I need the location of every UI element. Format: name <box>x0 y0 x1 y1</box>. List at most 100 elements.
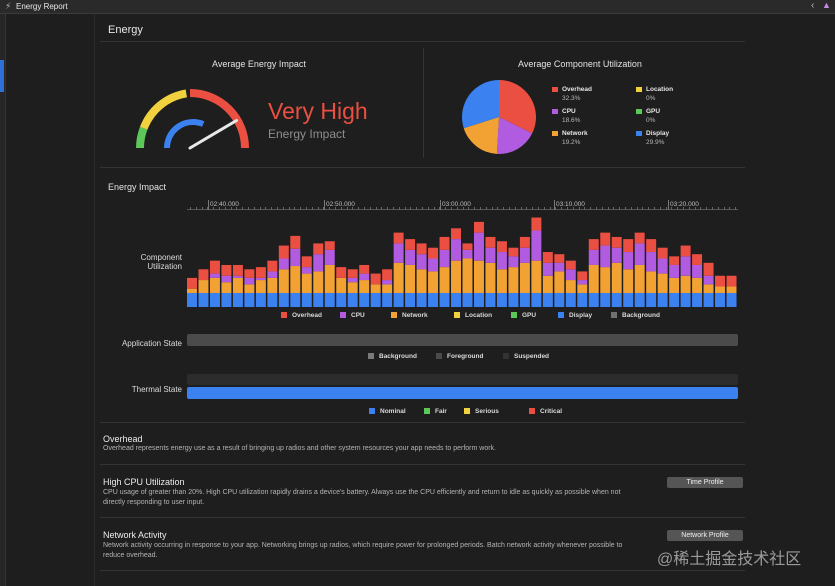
bar-segment-display[interactable] <box>232 292 243 307</box>
bar-segment-display[interactable] <box>715 292 726 307</box>
bar-segment-network[interactable] <box>508 267 519 293</box>
bar-segment-overhead[interactable] <box>313 243 324 255</box>
bar-segment-cpu[interactable] <box>669 264 680 278</box>
bar-segment-display[interactable] <box>301 292 312 307</box>
bar-segment-network[interactable] <box>703 284 714 293</box>
bar-segment-network[interactable] <box>255 280 266 293</box>
bar-segment-overhead[interactable] <box>726 275 737 287</box>
bar-segment-overhead[interactable] <box>382 269 393 281</box>
bar-segment-cpu[interactable] <box>496 252 507 270</box>
bar-segment-network[interactable] <box>278 269 289 293</box>
bar-segment-display[interactable] <box>462 292 473 307</box>
bar-segment-network[interactable] <box>347 282 358 293</box>
bar-segment-cpu[interactable] <box>623 252 634 270</box>
bar-segment-cpu[interactable] <box>646 252 657 272</box>
bar-segment-display[interactable] <box>278 292 289 307</box>
bar-segment-overhead[interactable] <box>634 232 645 244</box>
bar-segment-cpu[interactable] <box>634 243 645 265</box>
bar-segment-overhead[interactable] <box>290 235 301 249</box>
bar-segment-overhead[interactable] <box>519 236 530 248</box>
bar-segment-cpu[interactable] <box>531 230 542 261</box>
bar-segment-overhead[interactable] <box>496 241 507 253</box>
bar-segment-network[interactable] <box>187 288 197 293</box>
bar-segment-overhead[interactable] <box>715 275 726 287</box>
bar-segment-overhead[interactable] <box>244 269 255 278</box>
bar-segment-display[interactable] <box>554 292 565 307</box>
bar-segment-network[interactable] <box>267 277 278 293</box>
bar-segment-display[interactable] <box>669 292 680 307</box>
bar-segment-display[interactable] <box>496 292 507 307</box>
bar-segment-display[interactable] <box>473 292 484 307</box>
bar-segment-network[interactable] <box>646 271 657 293</box>
bar-segment-overhead[interactable] <box>473 221 484 233</box>
bar-segment-cpu[interactable] <box>301 267 312 274</box>
bar-segment-display[interactable] <box>187 292 197 307</box>
bar-segment-overhead[interactable] <box>324 241 335 250</box>
bar-segment-overhead[interactable] <box>198 269 209 281</box>
pie-slice-cpu[interactable] <box>496 117 533 154</box>
bar-segment-cpu[interactable] <box>244 277 255 285</box>
bar-segment-display[interactable] <box>623 292 634 307</box>
bar-segment-overhead[interactable] <box>542 252 553 263</box>
bar-segment-network[interactable] <box>336 277 347 293</box>
bar-segment-cpu[interactable] <box>508 256 519 268</box>
bar-segment-overhead[interactable] <box>485 236 496 248</box>
bar-segment-display[interactable] <box>451 292 461 307</box>
bar-segment-overhead[interactable] <box>405 239 416 250</box>
bar-segment-overhead[interactable] <box>255 267 266 278</box>
bar-segment-network[interactable] <box>496 269 507 293</box>
bar-segment-overhead[interactable] <box>209 260 220 274</box>
bar-segment-network[interactable] <box>405 264 416 293</box>
bar-segment-display[interactable] <box>336 292 347 307</box>
bar-segment-display[interactable] <box>382 292 393 307</box>
bar-segment-network[interactable] <box>531 260 542 293</box>
bar-segment-display[interactable] <box>646 292 657 307</box>
bar-segment-cpu[interactable] <box>680 256 691 276</box>
bar-segment-overhead[interactable] <box>451 228 461 240</box>
bar-segment-overhead[interactable] <box>336 267 347 278</box>
bar-segment-network[interactable] <box>692 277 703 293</box>
bar-segment-display[interactable] <box>588 292 599 307</box>
pie-slice-overhead[interactable] <box>499 80 537 134</box>
bar-segment-display[interactable] <box>359 292 370 307</box>
bar-segment-network[interactable] <box>634 264 645 293</box>
bar-segment-cpu[interactable] <box>428 258 439 272</box>
bar-segment-display[interactable] <box>209 292 220 307</box>
bar-segment-network[interactable] <box>600 267 611 293</box>
bar-segment-cpu[interactable] <box>462 249 473 259</box>
bar-segment-display[interactable] <box>428 292 439 307</box>
bar-segment-network[interactable] <box>657 273 668 293</box>
bar-segment-overhead[interactable] <box>623 239 634 253</box>
time-profile-button[interactable]: Time Profile <box>667 477 743 488</box>
bar-segment-display[interactable] <box>531 292 542 307</box>
bar-segment-display[interactable] <box>370 292 381 307</box>
bar-segment-overhead[interactable] <box>703 262 714 276</box>
thermal-state-track[interactable] <box>187 387 738 399</box>
bar-segment-network[interactable] <box>198 280 209 293</box>
bar-segment-cpu[interactable] <box>657 258 668 274</box>
bar-segment-network[interactable] <box>290 266 301 293</box>
bar-segment-overhead[interactable] <box>278 245 289 259</box>
pie-slice-display[interactable] <box>462 80 499 129</box>
bar-segment-cpu[interactable] <box>393 243 404 263</box>
bar-segment-cpu[interactable] <box>692 264 703 278</box>
bar-segment-overhead[interactable] <box>554 254 565 263</box>
bar-segment-overhead[interactable] <box>347 269 358 278</box>
bar-segment-overhead[interactable] <box>692 254 703 265</box>
bar-segment-overhead[interactable] <box>508 247 519 257</box>
bar-segment-cpu[interactable] <box>221 275 232 283</box>
bar-segment-display[interactable] <box>600 292 611 307</box>
bar-segment-overhead[interactable] <box>301 256 312 268</box>
bar-segment-cpu[interactable] <box>382 280 393 285</box>
bar-segment-overhead[interactable] <box>428 247 439 259</box>
bar-segment-cpu[interactable] <box>255 277 266 281</box>
bar-segment-network[interactable] <box>588 264 599 293</box>
bar-segment-display[interactable] <box>703 292 714 307</box>
bar-segment-network[interactable] <box>485 262 496 293</box>
bar-segment-network[interactable] <box>232 277 243 293</box>
bar-segment-network[interactable] <box>451 260 461 293</box>
bar-segment-network[interactable] <box>359 280 370 293</box>
bar-segment-overhead[interactable] <box>359 264 370 274</box>
bar-segment-display[interactable] <box>324 292 335 307</box>
bar-segment-cpu[interactable] <box>416 254 427 270</box>
